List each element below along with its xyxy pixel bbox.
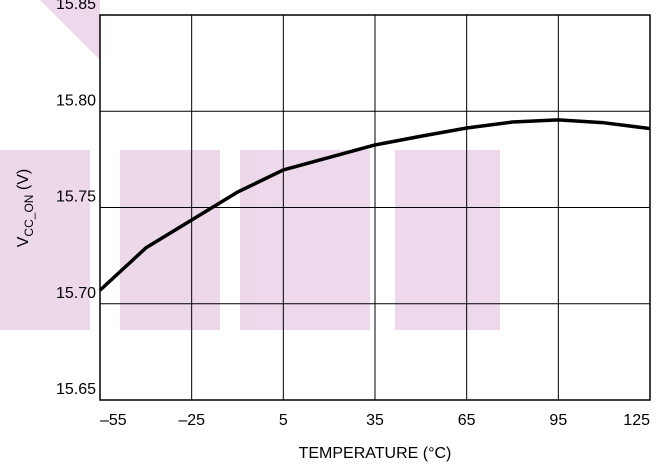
watermark-shape	[40, 0, 100, 60]
y-tick-label: 15.65	[56, 381, 96, 398]
x-tick-label: –25	[178, 412, 205, 429]
y-tick-label: 15.75	[56, 189, 96, 206]
y-label-sub: CC_ON	[22, 195, 36, 237]
watermark-shape	[120, 150, 220, 330]
y-axis-label: VCC_ON (V)	[15, 169, 36, 247]
x-tick-label: 65	[458, 412, 476, 429]
x-tick-label: 95	[549, 412, 567, 429]
watermark	[0, 0, 500, 330]
data-line	[98, 118, 651, 292]
x-tick-label: 35	[366, 412, 384, 429]
watermark-shape	[0, 150, 90, 330]
plot-border	[99, 14, 651, 401]
plot: 15.65 15.70 15.75 15.80 15.85 –55 –25 5 35 65 95 12…	[56, 0, 651, 429]
y-tick-label: 15.70	[56, 285, 96, 302]
watermark-shape	[395, 150, 500, 330]
x-tick-label: 125	[623, 412, 650, 429]
y-label-main: V	[15, 236, 32, 247]
x-tick-label: 5	[279, 412, 288, 429]
y-tick-label: 15.80	[56, 92, 96, 109]
y-tick-label: 15.85	[56, 0, 96, 13]
watermark-shape	[240, 150, 370, 330]
x-axis-label: TEMPERATURE (°C)	[299, 445, 452, 462]
x-tick-label: –55	[100, 412, 127, 429]
y-label-unit: (V)	[15, 169, 32, 195]
